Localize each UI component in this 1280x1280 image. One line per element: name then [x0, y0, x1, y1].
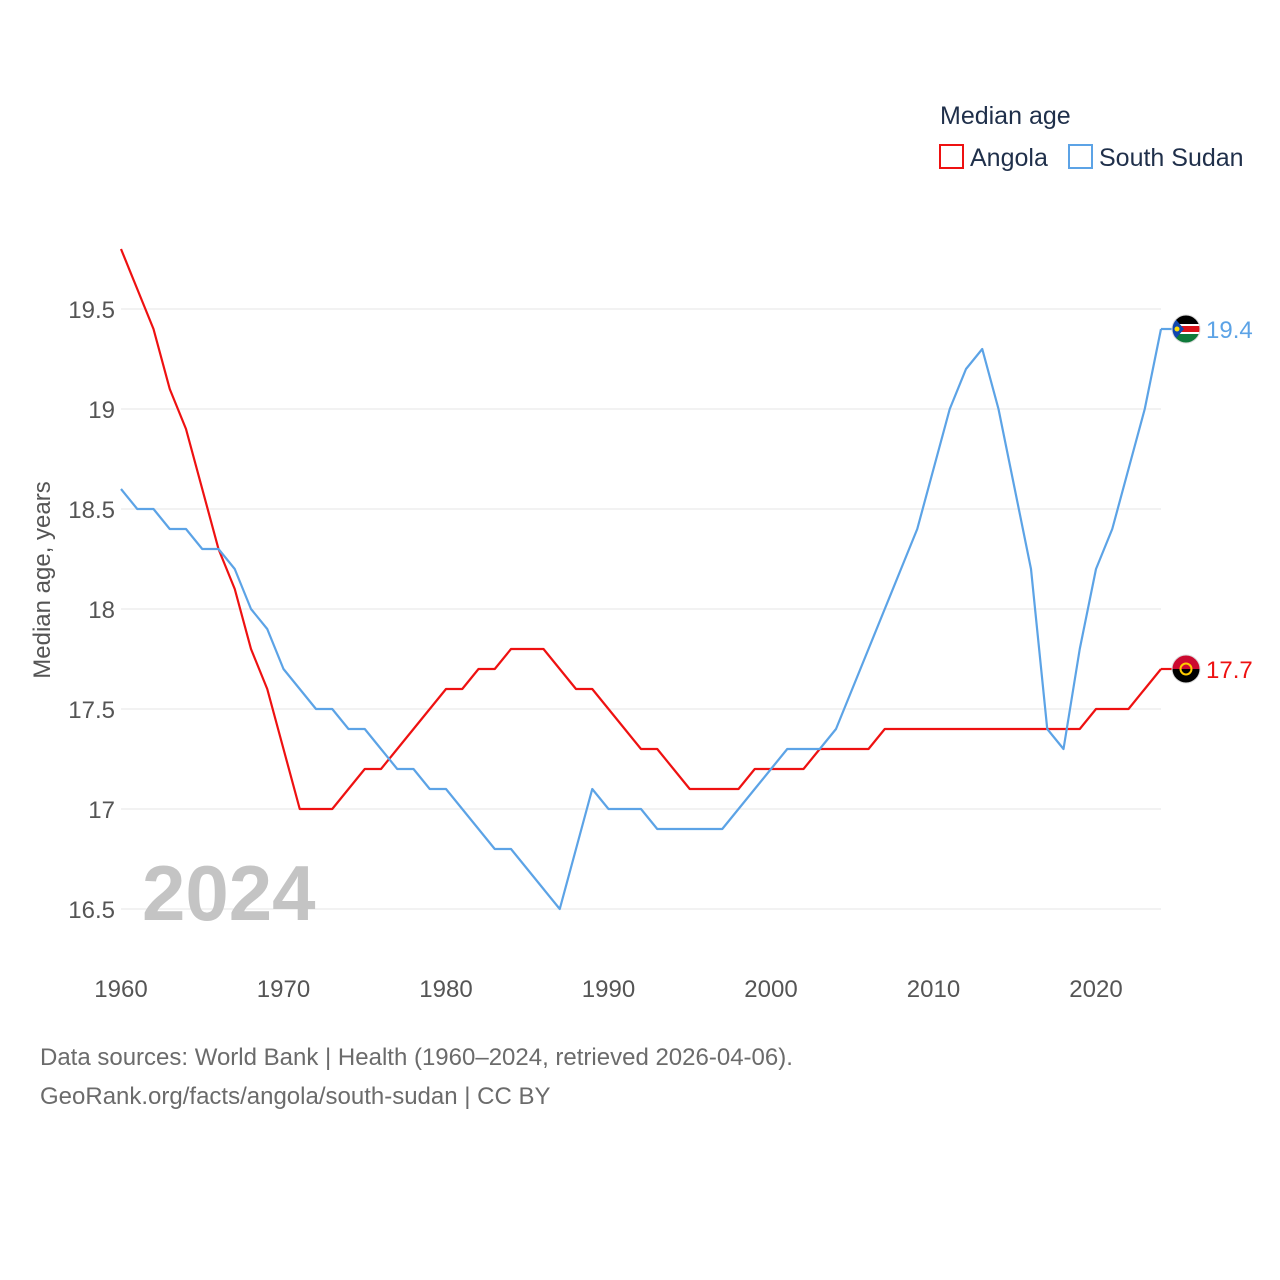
legend-label-angola: Angola [970, 144, 1048, 172]
y-tick-label: 17 [88, 797, 115, 824]
x-tick-label: 2000 [744, 976, 797, 1003]
y-tick-label: 18 [88, 597, 115, 624]
x-tick-label: 1990 [582, 976, 635, 1003]
legend-swatch-angola [939, 144, 964, 169]
x-tick-label: 2020 [1069, 976, 1122, 1003]
y-tick-label: 16.5 [68, 897, 115, 924]
legend-swatch-south-sudan [1068, 144, 1093, 169]
legend-label-south-sudan: South Sudan [1099, 144, 1244, 172]
x-tick-label: 1970 [257, 976, 310, 1003]
series-line-angola [119, 248, 1162, 811]
y-tick-label: 17.5 [68, 697, 115, 724]
series-end-label-south-sudan: 19.4 [1206, 317, 1253, 344]
x-tick-label: 1960 [94, 976, 147, 1003]
series-lines [119, 248, 1163, 911]
series-line-south-sudan [120, 328, 1163, 911]
source-link[interactable]: GeoRank.org/facts/angola/south-sudan | C… [40, 1083, 551, 1110]
x-axis-ticks: 1960 1970 1980 1990 2000 2010 2020 [94, 976, 1122, 1003]
legend-item-angola[interactable]: Angola [939, 144, 1048, 172]
south-sudan-flag-icon [1171, 314, 1201, 344]
y-tick-label: 19 [88, 397, 115, 424]
gridlines [121, 308, 1161, 910]
legend-item-south-sudan[interactable]: South Sudan [1068, 144, 1244, 172]
series-end-labels: 17.7 19.4 [1161, 314, 1253, 684]
y-tick-label: 18.5 [68, 497, 115, 524]
y-tick-label: 19.5 [68, 297, 115, 324]
y-axis-label: Median age, years [29, 481, 56, 678]
year-watermark: 2024 [142, 849, 316, 937]
data-source-note: Data sources: World Bank | Health (1960–… [40, 1044, 793, 1071]
angola-flag-icon [1171, 654, 1201, 684]
x-tick-label: 1980 [419, 976, 472, 1003]
x-tick-label: 2010 [907, 976, 960, 1003]
y-axis-ticks: 16.5 17 17.5 18 18.5 19 19.5 [68, 297, 115, 924]
series-end-label-angola: 17.7 [1206, 657, 1253, 684]
median-age-line-chart: 16.5 17 17.5 18 18.5 19 19.5 1960 1970 1980 1990 2… [29, 102, 1253, 1003]
legend-title: Median age [940, 102, 1071, 130]
legend: Median age Angola South Sudan [939, 102, 1244, 172]
